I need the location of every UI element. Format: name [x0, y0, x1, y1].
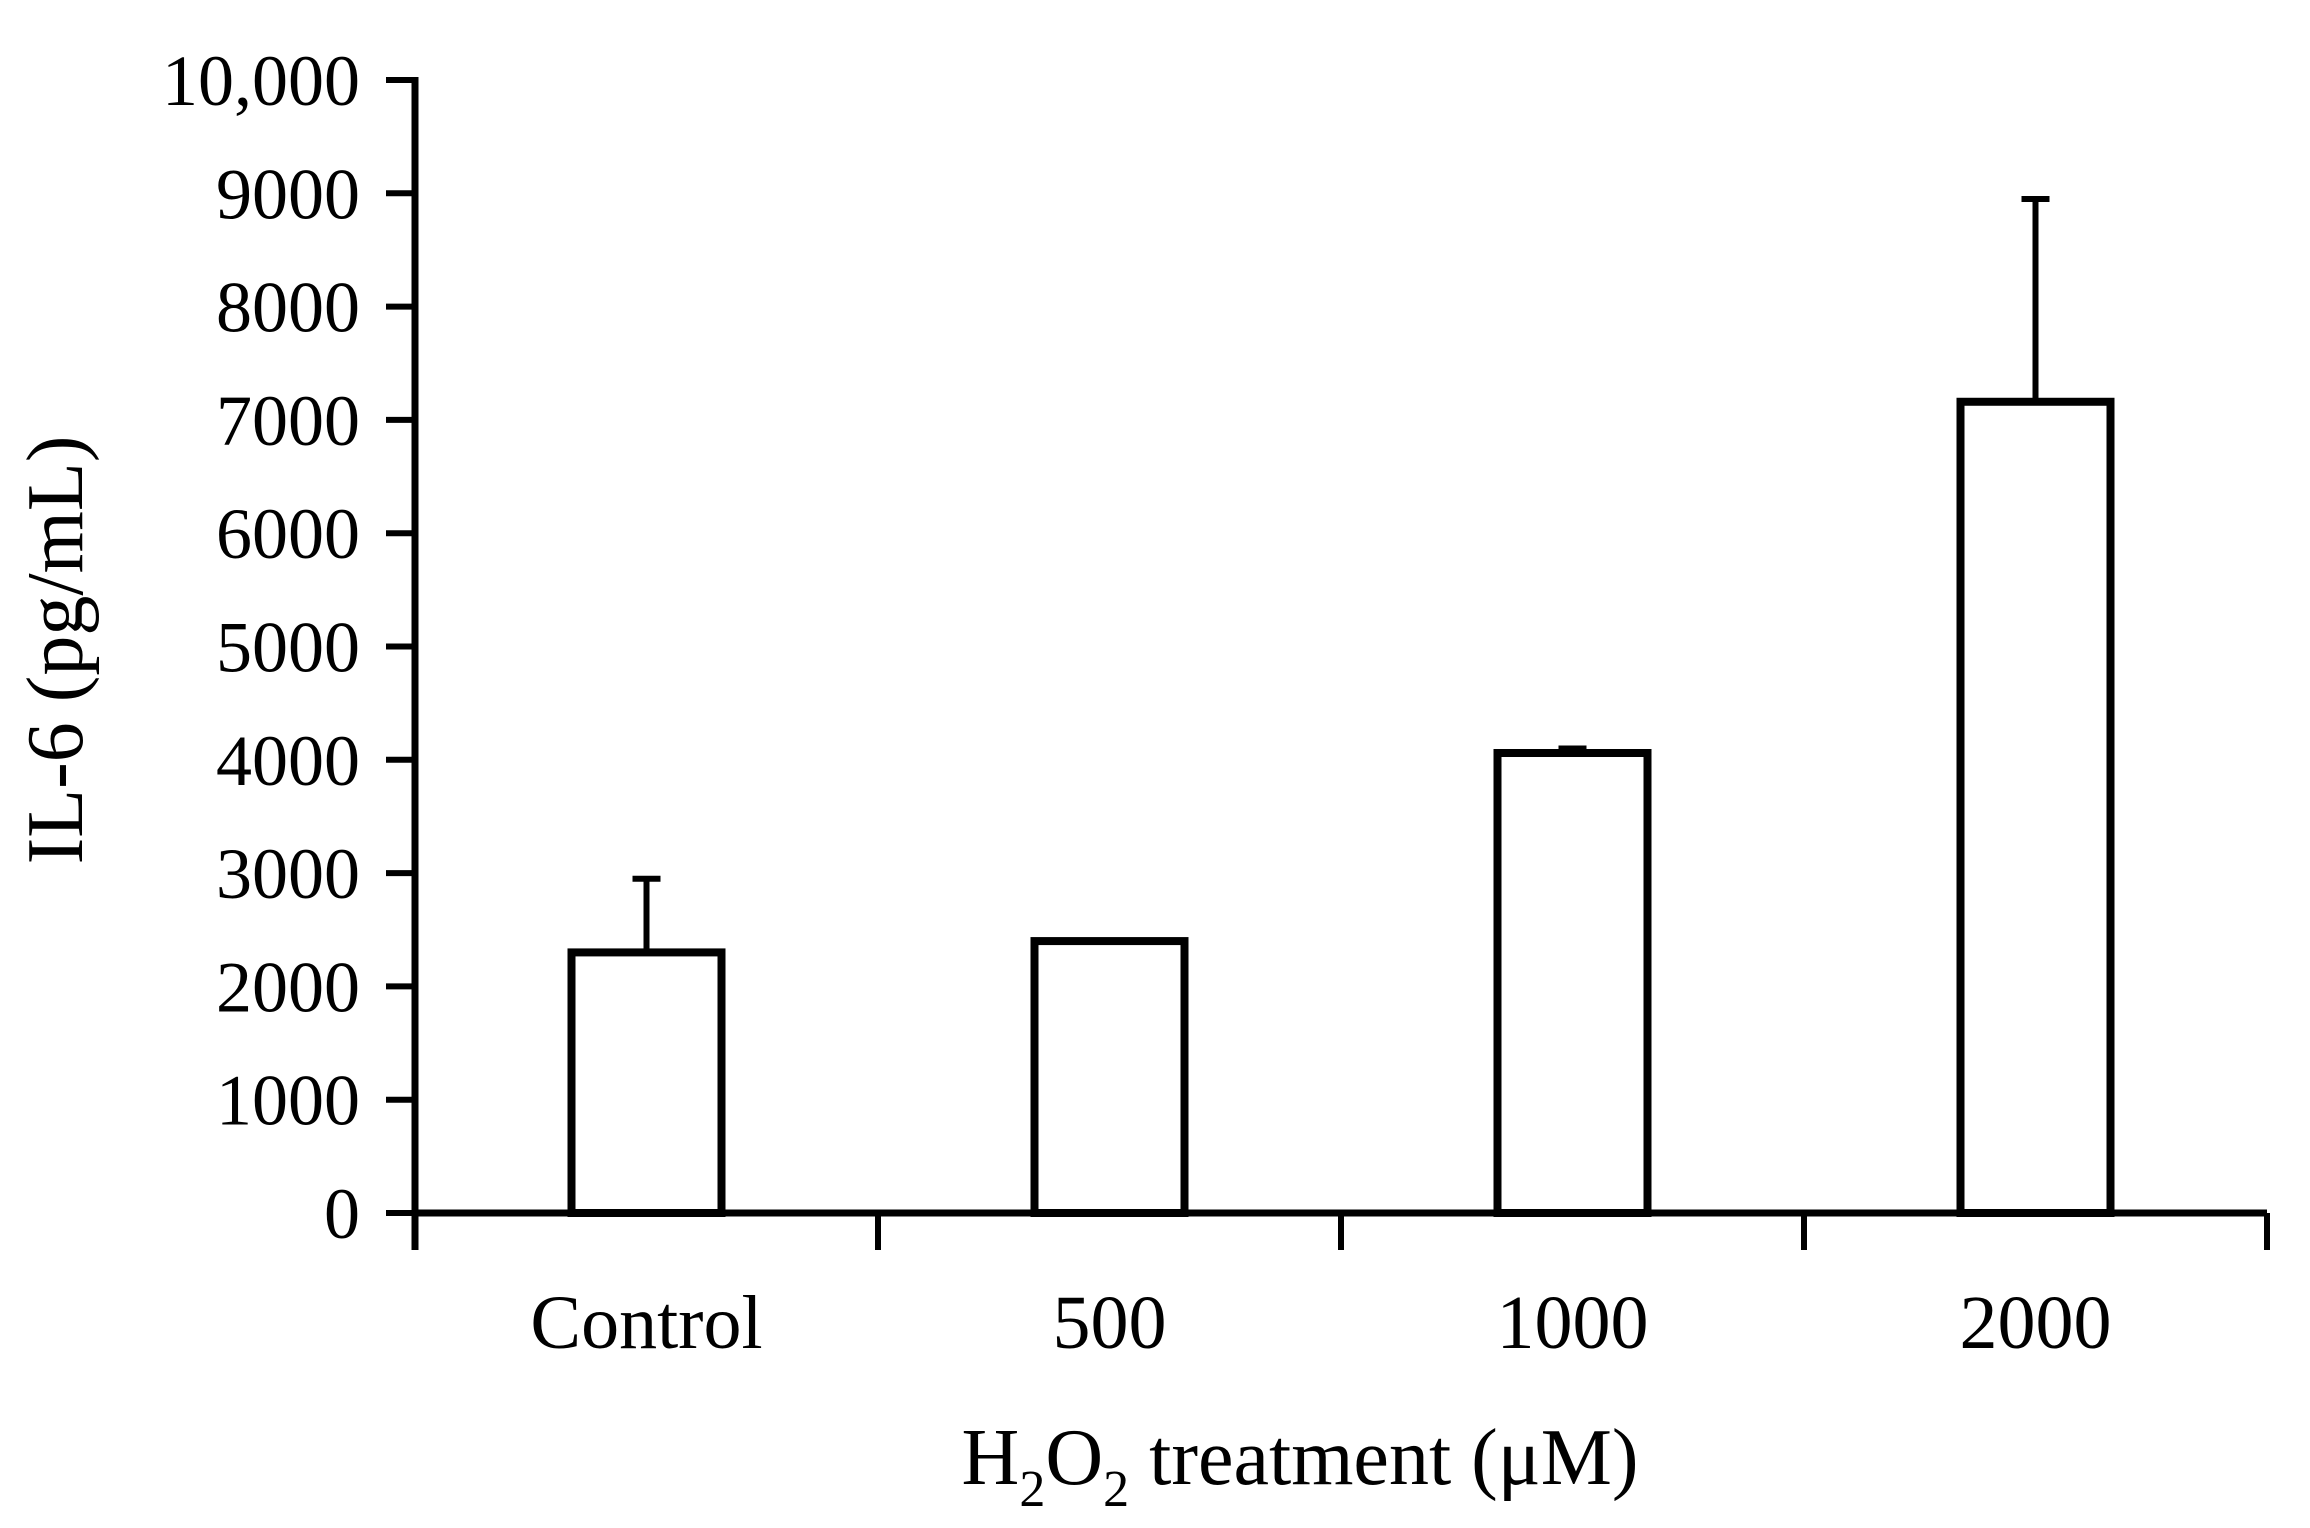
- y-tick-label-10000: 10,000: [162, 41, 360, 121]
- x-axis-title-part: H: [962, 1414, 1020, 1502]
- y-tick-label-7000: 7000: [216, 381, 360, 461]
- y-tick-label-1000: 1000: [216, 1061, 360, 1141]
- bar-control: [567, 948, 726, 1217]
- y-tick-label-6000: 6000: [216, 494, 360, 574]
- x-axis-title: H2O2 treatment (μM): [962, 1414, 1639, 1518]
- y-tick-label-9000: 9000: [216, 154, 360, 234]
- x-category-label-1000: 1000: [1497, 1281, 1649, 1365]
- y-tick-label-8000: 8000: [216, 268, 360, 348]
- x-axis-title-part: O: [1045, 1414, 1103, 1502]
- x-axis-title-subscript: 2: [1019, 1461, 1045, 1518]
- y-tick-label-0: 0: [324, 1174, 360, 1254]
- x-axis-title-subscript: 2: [1103, 1461, 1129, 1518]
- y-tick-label-2000: 2000: [216, 947, 360, 1027]
- y-tick-label-5000: 5000: [216, 608, 360, 688]
- bar-1000: [1493, 749, 1652, 1217]
- y-tick-label-3000: 3000: [216, 834, 360, 914]
- y-tick-label-4000: 4000: [216, 721, 360, 801]
- bar-500: [1030, 937, 1189, 1218]
- x-category-label-500: 500: [1053, 1281, 1167, 1365]
- x-category-label-2000: 2000: [1960, 1281, 2112, 1365]
- y-axis-title: IL-6 (pg/mL): [12, 436, 100, 865]
- x-category-label-control: Control: [530, 1281, 762, 1365]
- bar-2000: [1956, 397, 2115, 1218]
- x-axis-title-part: treatment (μM): [1129, 1414, 1638, 1502]
